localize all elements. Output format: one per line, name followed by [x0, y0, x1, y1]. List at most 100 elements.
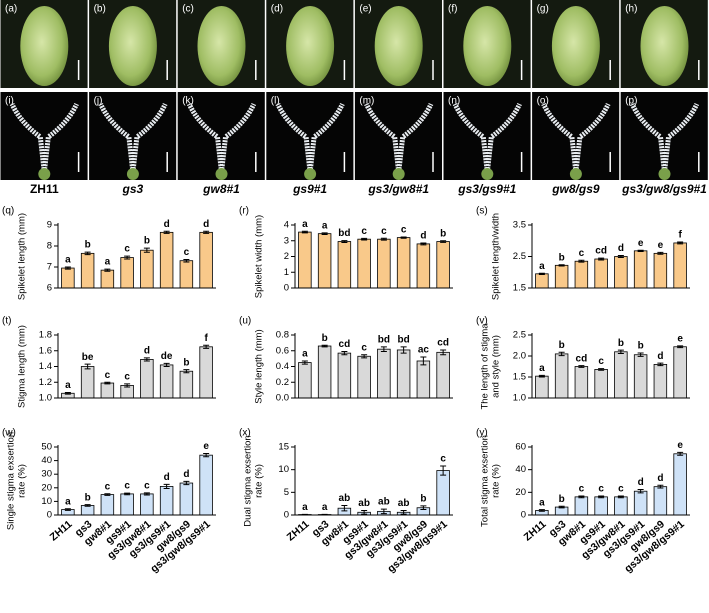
genotype-label: gs3/gs9#1: [457, 182, 516, 196]
y-axis-label: and style (mm): [491, 335, 502, 398]
significance-letter: d: [203, 219, 209, 230]
y-tick-label: 20: [41, 482, 52, 493]
significance-letter: be: [82, 352, 94, 363]
significance-letter: c: [361, 226, 367, 237]
y-tick-label: 0: [284, 510, 289, 521]
bar: [674, 454, 687, 515]
bar: [101, 270, 114, 288]
bar: [674, 243, 687, 288]
y-tick-label: 3: [284, 235, 289, 246]
significance-letter: cd: [576, 353, 588, 364]
spikelet: [198, 6, 246, 86]
y-tick-label: 0: [284, 283, 289, 294]
genotype-label: gs9#1: [292, 182, 327, 196]
significance-letter: d: [618, 243, 624, 254]
y-tick-label: 2.5: [513, 251, 526, 262]
bar: [318, 346, 331, 398]
bar: [654, 253, 667, 288]
bar: [437, 242, 450, 288]
significance-letter: bd: [398, 334, 410, 345]
significance-letter: ab: [398, 498, 410, 509]
bar: [536, 274, 549, 288]
significance-letter: ab: [358, 498, 370, 509]
photo-label: (g): [537, 4, 549, 15]
ovary: [38, 168, 50, 180]
spikelet: [463, 6, 511, 86]
bar: [397, 350, 410, 398]
photo-label: (c): [182, 4, 194, 15]
bar: [338, 353, 351, 398]
y-tick-label: 0.4: [276, 361, 289, 372]
significance-letter: c: [124, 481, 130, 492]
bar: [397, 238, 410, 288]
significance-letter: c: [618, 484, 624, 495]
bar: [417, 361, 430, 398]
significance-letter: d: [164, 219, 170, 230]
y-tick-label: 2: [284, 251, 289, 262]
significance-letter: e: [638, 238, 644, 249]
y-tick-label: 0.8: [276, 330, 289, 341]
y-tick-label: 7: [47, 262, 52, 273]
significance-letter: c: [124, 244, 130, 255]
significance-letter: b: [144, 236, 150, 247]
y-tick-label: 2.5: [513, 330, 526, 341]
significance-letter: ac: [418, 345, 430, 356]
bar: [338, 242, 351, 288]
y-tick-label: 0.0: [276, 393, 289, 404]
significance-letter: d: [657, 351, 663, 362]
y-axis-label: Spikelet length (mm): [17, 213, 28, 300]
significance-letter: e: [677, 334, 683, 345]
bar: [654, 487, 667, 515]
bar: [101, 495, 114, 515]
significance-letter: cd: [595, 246, 607, 257]
significance-letter: d: [144, 345, 150, 356]
ovary: [304, 168, 316, 180]
significance-letter: c: [579, 484, 585, 495]
significance-letter: a: [302, 349, 308, 360]
y-tick-label: 0.2: [276, 377, 289, 388]
significance-letter: a: [65, 496, 71, 507]
y-tick-label: 10: [278, 464, 289, 475]
bar: [555, 265, 568, 288]
significance-letter: d: [657, 473, 663, 484]
bar: [141, 494, 154, 515]
y-tick-label: 4: [284, 220, 289, 231]
bar: [160, 232, 173, 288]
panel-label: (s): [476, 206, 488, 217]
genotype-label: ZH11: [30, 182, 59, 196]
significance-letter: b: [559, 494, 565, 505]
bar: [200, 455, 213, 515]
significance-letter: a: [322, 221, 328, 232]
y-tick-label: 10: [41, 496, 52, 507]
y-tick-label: 3.5: [513, 220, 526, 231]
y-tick-label: 0.6: [276, 345, 289, 356]
bar: [555, 354, 568, 398]
significance-letter: b: [85, 240, 91, 251]
y-tick-label: 40: [515, 464, 526, 475]
photo-label: (j): [94, 96, 103, 107]
y-tick-label: 1.0: [513, 393, 526, 404]
ovary: [659, 168, 671, 180]
bar: [615, 497, 628, 515]
y-tick-label: 5: [284, 487, 289, 498]
significance-letter: c: [144, 480, 150, 491]
y-axis-label: Spikelet width (mm): [254, 215, 265, 298]
bar: [121, 494, 134, 515]
photo-label: (i): [5, 96, 14, 107]
y-tick-label: 1.8: [39, 330, 52, 341]
y-tick-label: 1.4: [39, 361, 52, 372]
bar: [358, 239, 371, 288]
y-tick-label: 1: [284, 267, 289, 278]
significance-letter: a: [65, 255, 71, 266]
photo-label: (m): [359, 96, 374, 107]
axis: [295, 445, 453, 515]
photo-label: (l): [271, 96, 280, 107]
bar: [81, 253, 94, 288]
photo-label: (e): [359, 4, 371, 15]
bar: [141, 359, 154, 398]
y-axis-label: Style length (mm): [254, 329, 265, 403]
genotype-label: gs3: [122, 182, 144, 196]
ovary: [216, 168, 228, 180]
bar: [81, 505, 94, 515]
bar: [200, 232, 213, 288]
